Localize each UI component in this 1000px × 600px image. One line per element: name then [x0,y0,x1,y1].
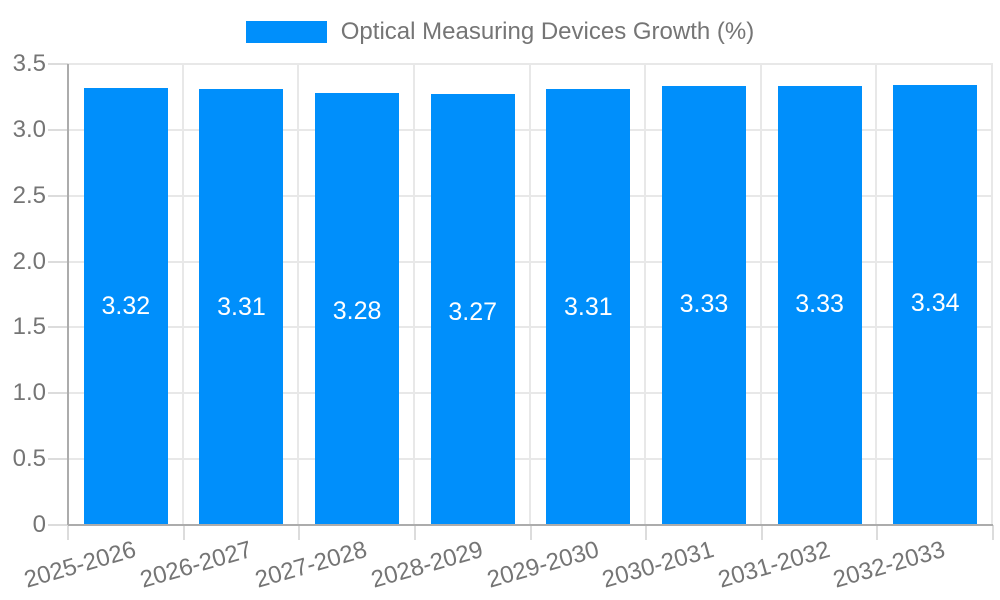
vertical-gridline [875,64,878,525]
y-axis-tick [48,524,68,526]
bar-2025-2026[interactable] [83,87,168,525]
bar-value-label: 3.28 [332,296,382,325]
vertical-gridline [528,64,531,525]
x-axis-category-label: 2026-2027 [136,536,255,594]
y-axis-tick [48,63,68,65]
x-axis-tick [992,525,994,540]
x-axis-category-label: 2029-2030 [483,536,602,594]
plot-area: 3.32 3.31 3.28 3.27 3.31 3.33 3.33 3.34 [68,63,993,525]
bar-value-label: 3.32 [101,291,151,320]
x-axis-tick [760,525,763,540]
y-axis-tick-label: 2.0 [12,247,46,275]
x-axis-category-label: 2031-2032 [714,536,833,594]
bar-2028-2029[interactable] [430,94,515,525]
horizontal-gridline [68,326,993,329]
legend-swatch-icon [245,21,327,43]
y-axis-tick [48,128,68,131]
bar-2032-2033[interactable] [893,85,978,525]
x-axis-tick [182,525,185,540]
bar-2029-2030[interactable] [546,89,631,525]
legend[interactable]: Optical Measuring Devices Growth (%) [0,15,1000,49]
vertical-gridline [412,64,415,525]
y-axis-tick [48,194,68,197]
y-axis-tick-label: 3.5 [12,50,46,77]
y-axis-line [67,64,69,525]
bar-2030-2031[interactable] [661,86,746,525]
horizontal-gridline [68,194,993,197]
bar-value-label: 3.31 [563,293,613,322]
y-axis-tick [48,326,68,329]
x-axis-category-label: 2028-2029 [368,536,486,594]
horizontal-gridline [68,128,993,131]
x-axis-tick [876,525,879,540]
horizontal-gridline [68,458,993,461]
horizontal-gridline [68,392,993,395]
bar-value-label: 3.33 [679,290,729,319]
y-axis-tick-label: 0.5 [12,445,46,473]
x-axis-line [68,524,993,526]
x-axis-tick [529,525,532,540]
bar-value-label: 3.27 [448,298,498,327]
x-axis-tick [413,525,416,540]
horizontal-gridline [68,260,993,263]
horizontal-gridline [68,63,993,65]
y-axis-tick [48,260,68,263]
y-axis-tick-label: 0 [32,511,46,538]
x-axis-category-label: 2027-2028 [252,536,371,594]
bar-2027-2028[interactable] [315,92,400,525]
y-axis-tick-label: 1.0 [12,379,46,407]
bar-value-label: 3.31 [217,293,266,322]
legend-label: Optical Measuring Devices Growth (%) [340,18,755,45]
x-axis-category-label: 2032-2033 [830,536,949,594]
y-axis-tick [48,458,68,461]
vertical-gridline [181,64,184,525]
bar-2031-2032[interactable] [777,86,862,525]
y-axis-tick [48,392,68,395]
bar-value-label: 3.33 [795,290,844,319]
x-axis-category-label: 2030-2031 [599,536,718,594]
vertical-gridline [991,64,993,525]
vertical-gridline [644,64,647,525]
y-axis-tick-label: 1.5 [12,313,46,341]
x-axis-tick [67,525,69,540]
x-axis-tick [298,525,301,540]
y-axis-tick-label: 2.5 [12,181,46,209]
bar-value-label: 3.34 [910,289,960,318]
y-axis-tick-label: 3.0 [12,115,46,143]
x-axis-category-label: 2025-2026 [21,536,139,594]
x-axis-tick [645,525,648,540]
vertical-gridline [759,64,762,525]
bar-2026-2027[interactable] [199,89,284,525]
vertical-gridline [297,64,300,525]
